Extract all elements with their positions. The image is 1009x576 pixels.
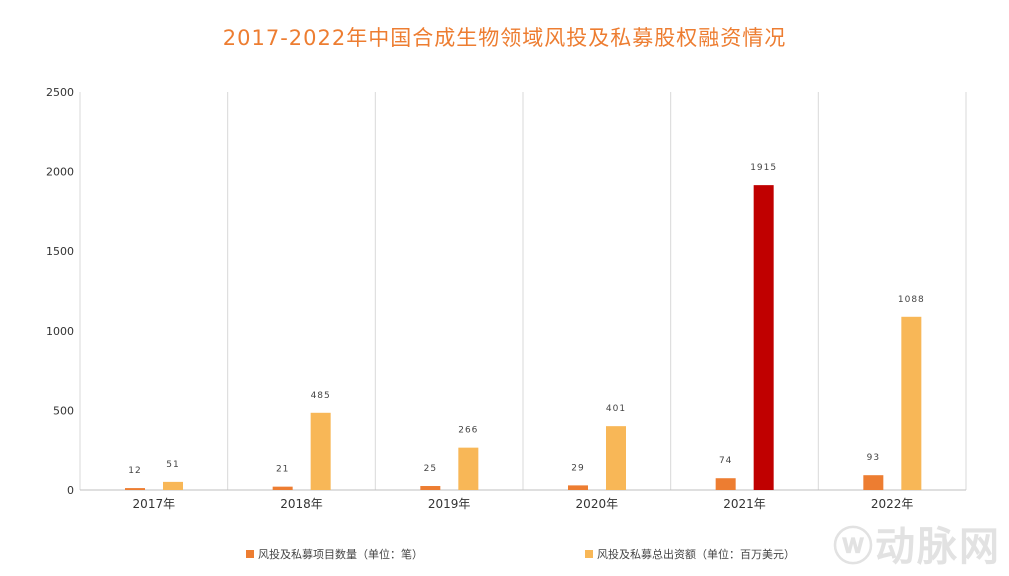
watermark-logo: ⓦ动脉网 — [833, 524, 1001, 570]
bar-amount — [163, 481, 183, 490]
y-tick-label: 500 — [53, 404, 74, 417]
y-tick-label: 2000 — [46, 166, 74, 179]
y-tick-label: 1500 — [46, 245, 74, 258]
legend-item-count: 风投及私募项目数量（单位：笔） — [246, 546, 423, 562]
legend-label: 风投及私募项目数量（单位：笔） — [258, 548, 423, 561]
x-tick-label: 2020年 — [576, 497, 619, 511]
data-label: 401 — [606, 404, 626, 414]
bar-count — [272, 486, 293, 490]
legend-swatch — [246, 550, 254, 558]
bar-amount — [901, 316, 922, 490]
bar-amount — [753, 185, 774, 490]
data-label: 51 — [166, 460, 179, 470]
data-label: 485 — [311, 391, 331, 401]
y-tick-label: 1000 — [46, 325, 74, 338]
legend-item-amount: 风投及私募总出资额（单位：百万美元） — [585, 546, 795, 562]
x-tick-label: 2018年 — [280, 497, 323, 511]
bar-count — [420, 486, 441, 490]
legend-swatch — [585, 550, 593, 558]
bar-amount — [310, 412, 331, 490]
bar-count — [125, 488, 145, 490]
x-tick-label: 2021年 — [723, 497, 766, 511]
x-tick-label: 2022年 — [871, 497, 914, 511]
data-label: 21 — [276, 465, 289, 475]
data-label: 12 — [128, 466, 141, 476]
bar-amount — [606, 426, 626, 490]
bar-count — [568, 485, 588, 490]
data-label: 25 — [424, 464, 437, 474]
x-tick-label: 2019年 — [428, 497, 471, 511]
data-label: 1915 — [750, 163, 777, 173]
data-label: 1088 — [898, 295, 925, 305]
bar-count — [863, 475, 884, 490]
y-tick-label: 2500 — [46, 86, 74, 99]
y-tick-label: 0 — [67, 484, 74, 497]
bar-amount — [458, 447, 479, 490]
bar-count — [715, 478, 736, 490]
data-label: 93 — [867, 453, 880, 463]
data-label: 29 — [571, 463, 584, 473]
data-label: 74 — [719, 456, 732, 466]
chart-title: 2017-2022年中国合成生物领域风投及私募股权融资情况 — [222, 26, 787, 50]
x-tick-label: 2017年 — [133, 497, 176, 511]
legend-label: 风投及私募总出资额（单位：百万美元） — [597, 548, 795, 561]
data-label: 266 — [458, 426, 478, 436]
